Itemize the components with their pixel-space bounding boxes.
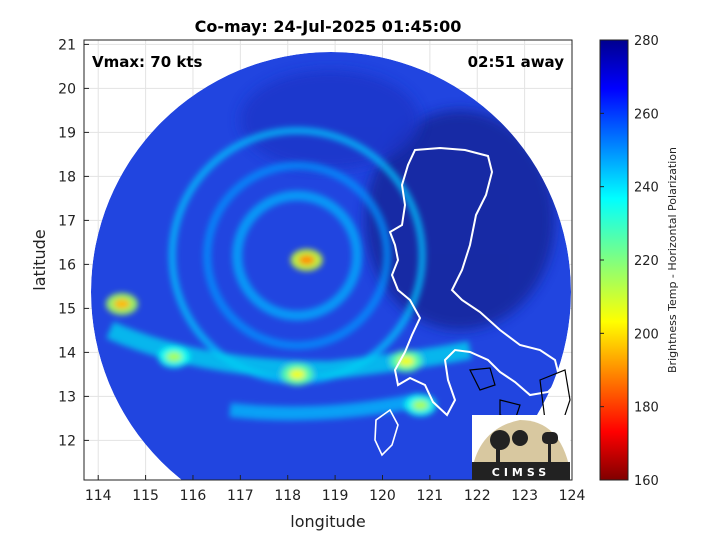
y-tick-label: 15 xyxy=(58,301,76,317)
convective-core xyxy=(166,351,183,362)
y-tick-label: 14 xyxy=(58,345,76,361)
y-tick-label: 16 xyxy=(58,257,76,273)
y-tick-label: 21 xyxy=(58,37,76,53)
x-tick-label: 120 xyxy=(369,488,396,504)
cimss-logo: CIMSS xyxy=(472,415,570,480)
y-tick-label: 17 xyxy=(58,213,76,229)
y-tick-label: 13 xyxy=(58,389,76,405)
y-tick-label: 12 xyxy=(58,433,76,449)
logo-text: CIMSS xyxy=(492,466,550,479)
x-tick-label: 118 xyxy=(274,488,301,504)
x-tick-label: 116 xyxy=(180,488,207,504)
y-axis-label: latitude xyxy=(30,229,49,290)
colorbar-tick-label: 280 xyxy=(634,34,659,49)
convective-core xyxy=(289,369,306,380)
rainband xyxy=(203,161,392,350)
x-tick-label: 121 xyxy=(416,488,443,504)
time-away-annotation: 02:51 away xyxy=(468,53,565,71)
x-tick-label: 114 xyxy=(85,488,112,504)
southern-band xyxy=(106,321,472,380)
colorbar-tick-label: 200 xyxy=(634,327,659,342)
x-tick-label: 122 xyxy=(464,488,491,504)
colorbar-tick-label: 240 xyxy=(634,181,659,196)
y-tick-label: 19 xyxy=(58,125,76,141)
vmax-annotation: Vmax: 70 kts xyxy=(92,53,202,71)
colorbar-ticks: 160 180 200 220 240 260 280 xyxy=(600,34,659,489)
x-tick-label: 123 xyxy=(511,488,538,504)
rainband xyxy=(232,190,363,321)
luzon-outline xyxy=(388,146,562,417)
colorbar-tick-label: 180 xyxy=(634,401,659,416)
colorbar-tick-label: 220 xyxy=(634,254,659,269)
convective-core xyxy=(113,299,130,309)
x-tick-label: 119 xyxy=(322,488,349,504)
chart-title: Co-may: 24-Jul-2025 01:45:00 xyxy=(195,17,462,36)
swath xyxy=(91,52,571,480)
colorbar-label: Brightness Temp - Horizontal Polarizatio… xyxy=(666,147,679,373)
colorbar xyxy=(599,39,629,481)
colorbar-tick-label: 260 xyxy=(634,107,659,122)
x-tick-label: 115 xyxy=(132,488,159,504)
x-tick-label: 124 xyxy=(559,488,586,504)
y-tick-labels: 12 13 14 15 16 17 18 19 20 21 xyxy=(58,37,89,449)
southern-band xyxy=(229,393,422,421)
x-tick-labels: 114 115 116 117 118 119 120 121 122 123 124 xyxy=(85,475,586,504)
axes-frame xyxy=(83,39,573,481)
y-tick-label: 20 xyxy=(58,81,76,97)
convective-core xyxy=(298,255,315,265)
mindoro-outline xyxy=(374,408,399,457)
x-axis-label: longitude xyxy=(290,512,365,531)
x-tick-label: 117 xyxy=(227,488,254,504)
convective-core xyxy=(412,400,429,411)
colorbar-tick-label: 160 xyxy=(634,474,659,489)
y-tick-label: 18 xyxy=(58,169,76,185)
